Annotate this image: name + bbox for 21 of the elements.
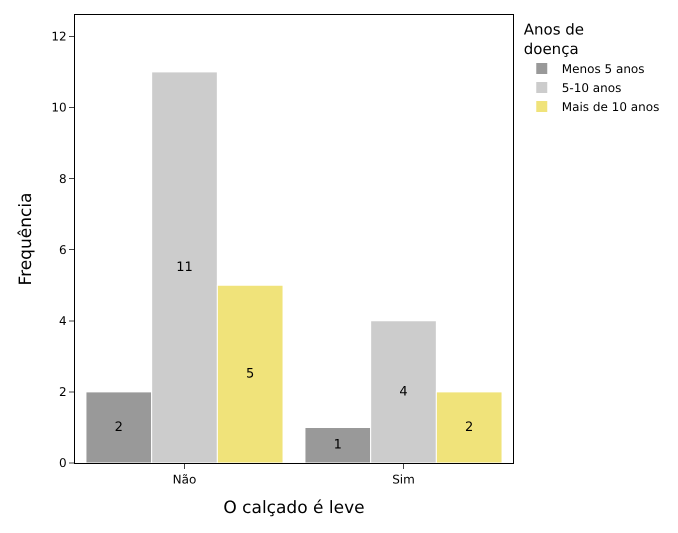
y-tick-label: 2 — [58, 385, 67, 400]
y-axis-title: Frequência — [16, 192, 36, 286]
y-tick-label: 10 — [51, 100, 67, 115]
x-axis-title: O calçado é leve — [223, 498, 365, 518]
data-label: 2 — [114, 420, 123, 435]
x-tick-label: Sim — [392, 472, 415, 486]
legend-label: 5-10 anos — [562, 81, 622, 96]
data-label: 4 — [399, 384, 408, 400]
y-tick-label: 0 — [58, 456, 67, 470]
legend-label: Mais de 10 anos — [562, 100, 660, 114]
data-label: 5 — [246, 366, 254, 382]
data-label: 11 — [176, 260, 193, 275]
legend-title: Anos de doença — [524, 20, 584, 58]
data-label: 1 — [334, 438, 342, 453]
x-tick-label: Não — [172, 472, 196, 486]
y-tick-label: 12 — [51, 30, 67, 44]
data-label: 2 — [465, 420, 474, 435]
y-tick-label: 6 — [58, 242, 67, 257]
y-tick-label: 4 — [58, 314, 67, 328]
y-tick-label: 8 — [58, 172, 67, 186]
legend-label: Menos 5 anos — [562, 62, 645, 76]
